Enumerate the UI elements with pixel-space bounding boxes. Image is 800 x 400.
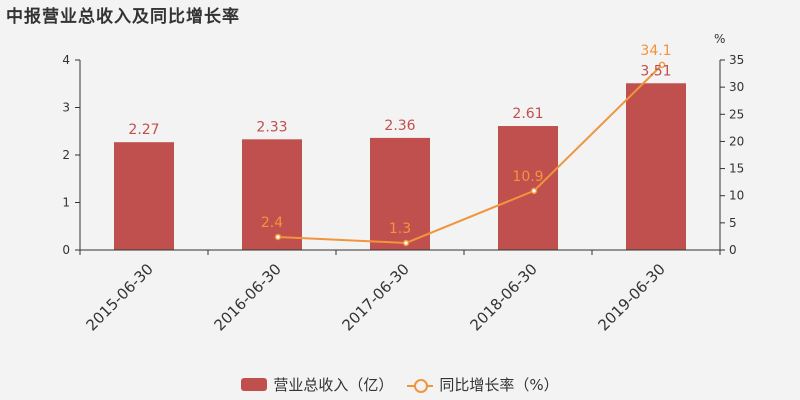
x-tick-label: 2019-06-30 <box>594 260 668 334</box>
x-tick-label: 2015-06-30 <box>82 260 156 334</box>
y-left-tick-label: 1 <box>62 196 70 210</box>
y-right-unit: % <box>714 32 725 46</box>
growth-line <box>277 64 663 244</box>
growth-data-label: 34.1 <box>640 43 671 59</box>
y-right-tick-label: 25 <box>729 107 744 121</box>
growth-point <box>658 61 666 69</box>
growth-point <box>402 239 410 247</box>
legend-item-growth[interactable]: 同比增长率（%） <box>407 374 559 395</box>
bar-data-label: 3.51 <box>640 63 671 79</box>
y-right-tick-label: 15 <box>729 162 744 176</box>
bar <box>498 126 558 250</box>
x-tick-label: 2017-06-30 <box>338 260 412 334</box>
bar-data-label: 2.33 <box>256 119 287 135</box>
growth-data-label: 1.3 <box>389 221 411 237</box>
growth-point <box>530 187 538 195</box>
y-right-tick-label: 0 <box>729 243 737 257</box>
bar <box>114 142 174 250</box>
y-left-tick-label: 0 <box>62 243 70 257</box>
y-left-tick-label: 2 <box>62 148 70 162</box>
bar-data-label: 2.36 <box>384 118 415 134</box>
y-right-tick-label: 10 <box>729 189 744 203</box>
bar-data-label: 2.61 <box>512 106 543 122</box>
x-tick-label: 2018-06-30 <box>466 260 540 334</box>
growth-point <box>274 233 282 241</box>
growth-data-label: 2.4 <box>261 215 283 231</box>
legend: 营业总收入（亿） 同比增长率（%） <box>0 374 800 395</box>
legend-label-revenue: 营业总收入（亿） <box>273 376 394 394</box>
bar-data-label: 2.27 <box>128 122 159 138</box>
bar <box>370 137 430 250</box>
legend-swatch-bar <box>241 378 268 391</box>
y-right-tick-label: 20 <box>729 134 744 148</box>
x-tick-label: 2016-06-30 <box>210 260 284 334</box>
y-left-tick-label: 3 <box>62 101 70 115</box>
y-right-tick-label: 35 <box>729 53 744 67</box>
y-right-tick-label: 30 <box>729 80 744 94</box>
y-left-tick-label: 4 <box>62 53 70 67</box>
growth-data-label: 10.9 <box>512 169 543 185</box>
legend-label-growth: 同比增长率（%） <box>439 376 559 394</box>
legend-item-revenue[interactable]: 营业总收入（亿） <box>241 374 393 395</box>
bar <box>626 83 686 251</box>
y-right-tick-label: 5 <box>729 216 737 230</box>
chart-title: 中报营业总收入及同比增长率 <box>6 7 240 27</box>
bar <box>242 139 302 250</box>
legend-swatch-line <box>407 378 434 393</box>
